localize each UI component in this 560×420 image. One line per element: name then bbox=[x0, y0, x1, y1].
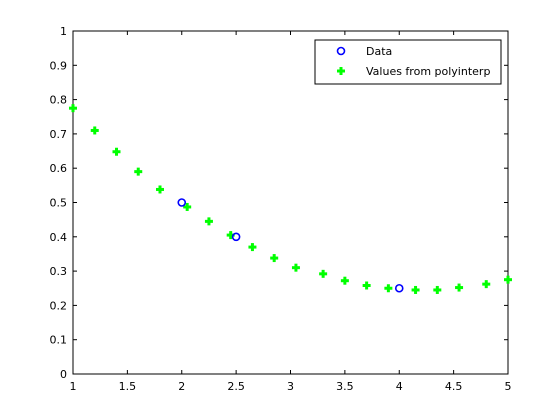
x-tick-label: 2.5 bbox=[227, 380, 245, 393]
polyinterp-point bbox=[134, 167, 143, 176]
polyinterp-point bbox=[69, 104, 77, 113]
legend-box bbox=[314, 39, 502, 85]
y-tick-label: 0.2 bbox=[50, 299, 68, 312]
polyinterp-point bbox=[291, 263, 300, 272]
x-tick-label: 2 bbox=[178, 380, 185, 393]
legend-label-polyinterp: Values from polyinterp bbox=[366, 65, 490, 78]
y-tick-label: 0.8 bbox=[50, 94, 68, 107]
series-layer bbox=[69, 104, 512, 294]
legend: Data Values from polyinterp bbox=[314, 39, 502, 85]
plot-area bbox=[72, 30, 509, 375]
y-tick-label: 1 bbox=[60, 25, 67, 38]
polyinterp-point bbox=[482, 280, 491, 289]
x-tick-label: 3 bbox=[287, 380, 294, 393]
polyinterp-point bbox=[156, 185, 164, 194]
x-tick-label: 4.5 bbox=[445, 380, 463, 393]
legend-circle-marker bbox=[336, 46, 346, 56]
data-point bbox=[394, 283, 404, 293]
x-tick-label: 1.5 bbox=[119, 380, 137, 393]
x-axis: 1 1.5 2 2.5 3 3.5 4 4.5 5 bbox=[70, 31, 512, 393]
polyinterp-point bbox=[112, 147, 121, 156]
x-tick-label: 3.5 bbox=[336, 380, 354, 393]
y-tick-label: 0.4 bbox=[50, 231, 68, 244]
polyinterp-point bbox=[319, 269, 328, 278]
legend-label-data: Data bbox=[366, 45, 392, 58]
legend-marker-polyinterp bbox=[337, 67, 345, 75]
polyinterp-point bbox=[411, 285, 420, 294]
y-tick-label: 0.9 bbox=[50, 59, 68, 72]
y-tick-label: 0.5 bbox=[50, 197, 68, 210]
data-point bbox=[231, 232, 241, 242]
y-tick-label: 0.6 bbox=[50, 162, 68, 175]
x-tick-label: 5 bbox=[505, 380, 512, 393]
x-tick-label: 4 bbox=[396, 380, 403, 393]
polyinterp-point bbox=[384, 284, 393, 293]
polyinterp-point bbox=[455, 283, 464, 292]
y-tick-label: 0.7 bbox=[50, 128, 68, 141]
polyinterp-point bbox=[183, 202, 192, 211]
y-tick-label: 0.1 bbox=[50, 334, 68, 347]
legend-plus-marker bbox=[337, 67, 345, 75]
x-tick-label: 1 bbox=[70, 380, 77, 393]
y-axis: 0 0.1 0.2 0.3 0.4 0.5 0.6 0.7 0.8 0.9 1 bbox=[50, 25, 508, 381]
legend-marker-data bbox=[336, 46, 346, 56]
polyinterp-point bbox=[270, 254, 279, 263]
polyinterp-point bbox=[248, 243, 257, 252]
polyinterp-point bbox=[433, 285, 442, 294]
polyinterp-point bbox=[90, 126, 99, 135]
y-tick-label: 0 bbox=[60, 368, 67, 381]
polyinterp-point bbox=[204, 217, 213, 226]
polyinterp-point bbox=[340, 276, 349, 285]
polyinterp-point bbox=[362, 281, 371, 290]
polyinterp-point bbox=[504, 275, 512, 284]
y-tick-label: 0.3 bbox=[50, 265, 68, 278]
data-point bbox=[177, 198, 187, 207]
